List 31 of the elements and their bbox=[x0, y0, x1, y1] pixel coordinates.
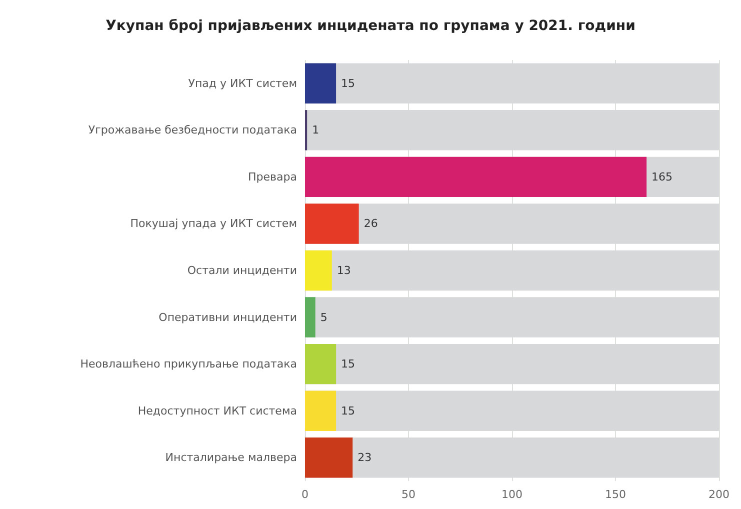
bar bbox=[305, 250, 332, 291]
bar bbox=[305, 344, 336, 384]
bar bbox=[305, 297, 316, 338]
bar bbox=[305, 437, 353, 478]
data-label: 26 bbox=[364, 217, 378, 230]
data-label: 5 bbox=[320, 310, 328, 324]
y-tick-label: Угрожавање безбедности података bbox=[88, 124, 297, 137]
y-tick-label: Упад у ИКТ систем bbox=[188, 76, 297, 90]
y-tick-label: Покушај упада у ИКТ систем bbox=[130, 217, 297, 230]
data-label: 15 bbox=[341, 358, 356, 371]
x-tick-label: 150 bbox=[605, 488, 626, 501]
y-tick-label: Остали инциденти bbox=[187, 264, 297, 277]
y-tick-label: Неовлашћено прикупљање података bbox=[80, 358, 297, 371]
bar bbox=[305, 390, 336, 431]
bar bbox=[305, 204, 359, 244]
data-label: 15 bbox=[341, 76, 356, 90]
x-tick-label: 0 bbox=[302, 488, 308, 501]
data-label: 1 bbox=[312, 124, 320, 137]
data-label: 13 bbox=[336, 264, 351, 277]
x-tick-label: 200 bbox=[708, 488, 730, 501]
data-label: 15 bbox=[341, 404, 356, 418]
y-tick-label: Оперативни инциденти bbox=[158, 310, 297, 324]
y-tick-label: Превара bbox=[248, 170, 297, 184]
y-tick-label: Недоступност ИКТ система bbox=[138, 404, 297, 418]
chart-title: Укупан број пријављених инцидената по групама у 2021. години bbox=[106, 18, 636, 34]
data-label: 165 bbox=[652, 170, 673, 184]
data-label: 23 bbox=[358, 451, 372, 464]
bar bbox=[305, 63, 336, 104]
x-tick-label: 100 bbox=[502, 488, 522, 501]
x-tick-label: 50 bbox=[402, 488, 416, 501]
y-tick-label: Инсталирање малвера bbox=[165, 451, 297, 464]
